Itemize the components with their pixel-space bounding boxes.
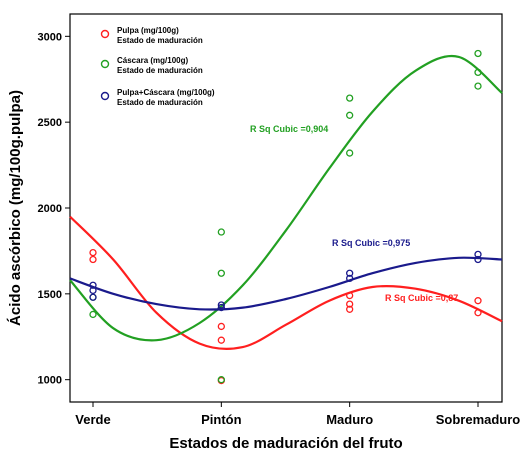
legend-subtitle-2: Estado de maduración [117,98,203,107]
x-tick-label-2: Maduro [326,412,373,427]
data-point-s0-1 [89,255,97,264]
data-point-s0-0 [89,248,97,257]
legend-name-2: Pulpa+Cáscara (mg/100g) [117,88,215,97]
data-point-s2-1 [89,286,97,295]
legend-marker-1 [100,59,110,69]
data-point-s0-8 [474,297,482,305]
x-tick-label-3: Sobremaduro [436,412,521,427]
data-point-s2-5 [346,269,354,277]
data-point-s0-3 [217,336,225,344]
data-point-s2-6 [346,274,354,283]
fit-label-1: R Sq Cubic =0,904 [250,124,328,134]
data-point-s2-4 [217,303,225,312]
legend-marker-2 [100,91,110,101]
data-point-s0-7 [346,305,354,313]
data-point-s1-6 [346,111,354,119]
x-axis-title: Estados de maduración del fruto [169,435,402,452]
data-point-s1-5 [346,94,354,102]
x-axis: Verde Pintón Maduro Sobremaduro [75,402,520,427]
y-tick-label-1000: 1000 [38,375,62,387]
fit-curve-2 [69,256,503,311]
fit-label-2: R Sq Cubic =0,975 [332,238,410,248]
legend-subtitle-0: Estado de maduración [117,36,203,45]
data-point-s1-2 [217,228,225,236]
x-tick-label-1: Pintón [201,412,241,427]
data-point-s2-3 [217,301,225,309]
legend-name-1: Cáscara (mg/100g) [117,56,188,65]
y-axis-title: Ácido ascórbico (mg/100g.pulpa) [7,90,24,326]
data-point-s2-8 [474,255,482,264]
data-point-s0-6 [346,300,354,308]
y-tick-label-3000: 3000 [38,31,62,43]
data-point-s1-8 [474,49,482,58]
data-point-s2-0 [89,281,97,289]
legend-marker-0 [100,29,110,39]
x-tick-label-0: Verde [75,412,110,427]
data-point-s1-3 [217,269,225,277]
data-point-s1-7 [346,149,354,157]
fit-curve-0 [69,215,503,350]
fit-label-0: R Sq Cubic =0,87 [385,293,458,303]
data-point-s2-7 [474,250,482,259]
y-tick-label-1500: 1500 [38,289,62,301]
data-point-s1-9 [474,68,482,77]
data-point-s1-10 [474,82,482,90]
y-tick-label-2500: 2500 [38,117,62,129]
y-axis: 1000 1500 2000 2500 3000 [38,31,70,387]
data-point-s0-9 [474,309,482,317]
y-tick-label-2000: 2000 [38,203,62,215]
fit-annotations: R Sq Cubic =0,87 R Sq Cubic =0,904 R Sq Cu… [250,124,458,303]
fit-curves [69,54,503,350]
data-point-s1-4 [217,376,225,384]
legend-subtitle-1: Estado de maduración [117,66,203,75]
data-point-s0-5 [346,291,354,300]
legend: Pulpa (mg/100g)Estado de maduraciónCásca… [100,26,215,107]
legend-name-0: Pulpa (mg/100g) [117,26,179,35]
data-point-s0-2 [217,322,225,331]
fit-curve-1 [69,54,503,342]
data-points [89,49,482,385]
data-point-s1-0 [89,310,97,319]
data-point-s2-2 [89,293,97,301]
